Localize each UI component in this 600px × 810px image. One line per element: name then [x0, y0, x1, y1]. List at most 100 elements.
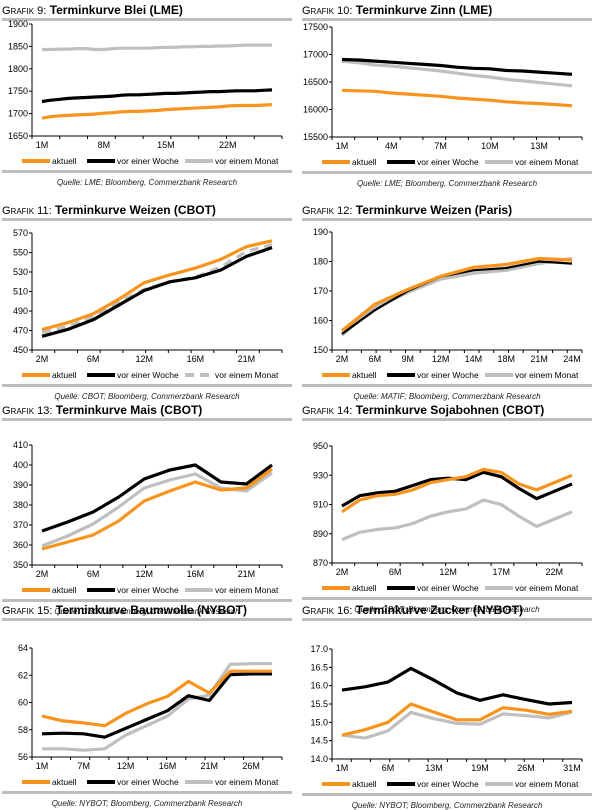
x-tick-label: 9M	[401, 354, 414, 364]
x-tick-label: 6M	[369, 354, 382, 364]
y-tick-label: 1700	[8, 109, 28, 119]
chart-legend: aktuell vor einer Woche vor einem Monat	[302, 157, 592, 169]
x-tick-label: 15M	[157, 140, 175, 150]
x-tick-label: 16M	[187, 569, 205, 579]
chart-title: Grafik 11: Terminkurve Weizen (CBOT)	[2, 203, 216, 217]
x-tick-label: 1M	[336, 763, 349, 773]
chart-title: Grafik 12: Terminkurve Weizen (Paris)	[302, 203, 512, 217]
legend-divider	[2, 170, 292, 173]
chart-title-text: Terminkurve Zucker (NYBOT)	[352, 603, 523, 617]
chart-source: Quelle: CBOT; Bloomberg, Commerzbank Res…	[54, 392, 240, 401]
chart-panel-g13: Grafik 13: Terminkurve Mais (CBOT) 350 360…	[2, 403, 294, 616]
x-tick-label: 21M	[238, 569, 256, 579]
legend-swatch	[485, 782, 513, 786]
legend-item-vor-einem-monat: vor einem Monat	[185, 370, 278, 380]
chart-svg: 150 160 170 180 190 2M 6M 9M 12M 14M 18M 21M 24M	[313, 227, 583, 364]
legend-label: vor einem Monat	[515, 157, 579, 167]
chart-title-text: Terminkurve Weizen (CBOT)	[51, 203, 216, 217]
y-tick-label: 17000	[303, 50, 328, 60]
legend-label: vor einem Monat	[515, 583, 579, 593]
chart-title-prefix: Grafik 9:	[2, 5, 47, 17]
legend-item-aktuell: aktuell	[22, 370, 77, 380]
legend-swatch	[485, 373, 513, 377]
title-divider	[302, 18, 592, 21]
y-tick-label: 910	[313, 500, 328, 510]
legend-label: vor einem Monat	[215, 777, 279, 787]
x-tick-label: 26M	[517, 763, 535, 773]
legend-swatch	[22, 780, 50, 784]
chart-source: Quelle: NYBOT; Bloomberg, Commerzbank Re…	[51, 799, 243, 808]
y-tick-label: 890	[313, 529, 328, 539]
legend-item-vor-einem-monat: vor einem Monat	[185, 156, 278, 166]
y-tick-label: 16.5	[310, 662, 328, 672]
x-tick-label: 22M	[219, 140, 237, 150]
x-tick-label: 17M	[492, 567, 510, 577]
y-tick-label: 1800	[8, 64, 28, 74]
chart-title-prefix: Grafik 10:	[302, 5, 353, 17]
legend-item-vor-einer-woche: vor einer Woche	[87, 585, 179, 595]
y-tick-label: 570	[13, 228, 28, 238]
x-tick-label: 22M	[546, 567, 564, 577]
chart-source: Quelle: MATIF; Bloomberg, Commerzbank Re…	[353, 392, 541, 401]
y-tick-label: 1650	[8, 131, 28, 141]
legend-label: aktuell	[52, 585, 77, 595]
legend-swatch	[185, 373, 213, 377]
chart-svg: 1650 1700 1750 1800 1850 1900 1M 8M 15M 22M	[8, 19, 283, 150]
x-tick-label: 14M	[465, 354, 483, 364]
series-line-vor-einer-woche	[341, 666, 573, 706]
legend-item-aktuell: aktuell	[322, 157, 377, 167]
x-tick-label: 6M	[382, 763, 395, 773]
x-tick-label: 18M	[498, 354, 516, 364]
title-divider	[302, 218, 592, 221]
chart-title: Grafik 16: Terminkurve Zucker (NYBOT)	[302, 603, 523, 617]
chart-title: Grafik 14: Terminkurve Sojabohnen (CBOT)	[302, 403, 544, 417]
x-tick-label: 7M	[434, 141, 447, 151]
legend-divider	[2, 384, 292, 387]
legend-item-aktuell: aktuell	[322, 779, 377, 789]
y-tick-label: 190	[313, 227, 328, 237]
y-tick-label: 410	[13, 440, 28, 450]
y-tick-label: 550	[13, 248, 28, 258]
chart-title-text: Terminkurve Weizen (Paris)	[352, 203, 513, 217]
chart-legend: aktuell vor einer Woche vor einem Monat	[2, 777, 292, 789]
y-tick-label: 450	[13, 345, 28, 355]
legend-label: vor einem Monat	[515, 370, 579, 380]
y-tick-label: 350	[13, 560, 28, 570]
series-line-vor-einem-monat	[42, 662, 272, 752]
legend-item-vor-einer-woche: vor einer Woche	[87, 156, 179, 166]
x-tick-label: 12M	[135, 569, 153, 579]
series-line-vor-einem-monat	[340, 256, 573, 337]
series-line-aktuell	[41, 103, 273, 120]
x-tick-label: 2M	[36, 354, 49, 364]
y-tick-label: 14.5	[310, 736, 328, 746]
legend-item-aktuell: aktuell	[322, 583, 377, 593]
series-line-vor-einer-woche	[41, 463, 273, 533]
series-line-vor-einem-monat	[341, 710, 573, 740]
legend-swatch	[322, 782, 350, 786]
legend-divider	[2, 791, 292, 794]
x-tick-label: 26M	[242, 761, 260, 771]
x-tick-label: 13M	[530, 141, 548, 151]
legend-label: aktuell	[352, 779, 377, 789]
series-line-aktuell	[341, 467, 573, 514]
legend-label: vor einem Monat	[215, 585, 279, 595]
y-tick-label: 490	[13, 306, 28, 316]
y-tick-label: 390	[13, 480, 28, 490]
x-tick-label: 1M	[36, 140, 49, 150]
chart-title-text: Terminkurve Sojabohnen (CBOT)	[352, 403, 545, 417]
x-tick-label: 7M	[78, 761, 91, 771]
x-tick-label: 1M	[336, 141, 349, 151]
title-divider	[302, 618, 592, 621]
legend-swatch	[387, 160, 415, 164]
chart-title-text: Terminkurve Mais (CBOT)	[52, 403, 203, 417]
x-tick-label: 24M	[563, 354, 581, 364]
x-tick-label: 10M	[481, 141, 499, 151]
y-tick-label: 400	[13, 460, 28, 470]
legend-item-vor-einem-monat: vor einem Monat	[485, 370, 578, 380]
x-tick-label: 21M	[530, 354, 548, 364]
chart-title-prefix: Grafik 16:	[302, 605, 353, 617]
y-tick-label: 16000	[303, 105, 328, 115]
chart-title-text: Terminkurve Zinn (LME)	[352, 3, 493, 17]
series-line-vor-einer-woche	[41, 672, 272, 739]
y-tick-label: 360	[13, 540, 28, 550]
